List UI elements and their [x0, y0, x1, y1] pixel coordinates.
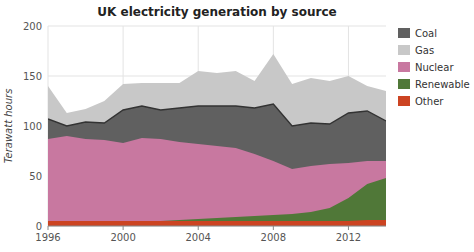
x-tick-label: 2012	[336, 232, 361, 243]
x-tick-label: 2004	[185, 232, 210, 243]
chart: UK electricity generation by source Teraw…	[0, 0, 474, 252]
area	[48, 104, 386, 226]
legend: Coal Gas Nuclear Renewable Other	[398, 28, 470, 107]
title: UK electricity generation by source	[97, 5, 336, 19]
y-tick-label: 50	[29, 171, 42, 182]
y-tick-label: 200	[23, 21, 42, 32]
area	[48, 220, 386, 226]
x-tick-label: 2000	[110, 232, 135, 243]
legend-swatch	[398, 79, 410, 89]
legend-swatch	[398, 28, 410, 38]
y-grid-line	[48, 226, 386, 227]
y-tick-label: 100	[23, 121, 42, 132]
legend-label: Nuclear	[415, 62, 454, 73]
x-tick-label: 2008	[261, 232, 286, 243]
x-tick	[273, 226, 274, 230]
legend-label: Coal	[415, 28, 437, 39]
y-tick-label: 150	[23, 71, 42, 82]
x-axis-line	[48, 226, 386, 227]
grid	[48, 26, 386, 226]
y-grid-line	[48, 26, 386, 27]
x-tick-label: 1996	[35, 232, 60, 243]
legend-swatch	[398, 45, 410, 55]
x-tick	[198, 226, 199, 230]
legend-swatch	[398, 62, 410, 72]
area	[48, 54, 386, 226]
area	[48, 178, 386, 226]
x-tick	[48, 226, 49, 230]
legend-swatch	[398, 96, 410, 106]
legend-label: Renewable	[415, 79, 470, 90]
x-tick	[348, 226, 349, 230]
x-tick	[123, 226, 124, 230]
y-axis-label: Terawatt hours	[3, 89, 14, 164]
legend-label: Other	[415, 96, 444, 107]
line	[48, 104, 386, 126]
y-tick-label: 0	[36, 221, 42, 232]
legend-label: Gas	[415, 45, 434, 56]
plot-area	[48, 54, 386, 226]
area	[48, 136, 386, 226]
